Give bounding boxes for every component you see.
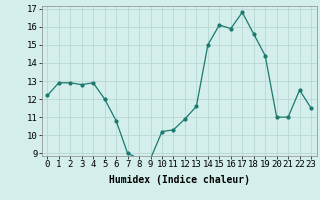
X-axis label: Humidex (Indice chaleur): Humidex (Indice chaleur) (109, 175, 250, 185)
